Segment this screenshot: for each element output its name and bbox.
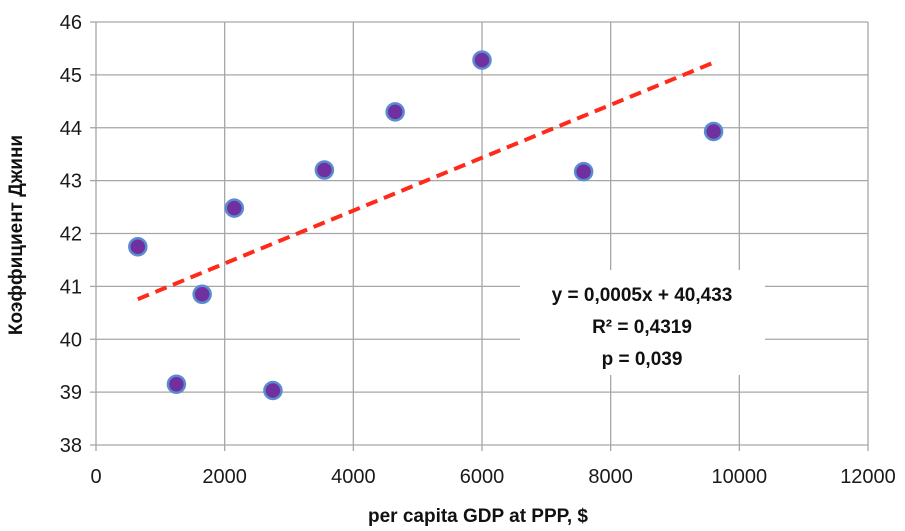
x-tick-label: 8000 xyxy=(588,466,633,488)
trendline-group xyxy=(137,60,715,302)
data-points xyxy=(128,50,724,401)
x-tick-label: 0 xyxy=(90,466,101,488)
annotation-box xyxy=(520,270,765,375)
y-tick-label: 39 xyxy=(60,382,82,404)
y-tick-label: 38 xyxy=(60,435,82,457)
y-tick-label: 40 xyxy=(60,329,82,351)
x-tick-label: 4000 xyxy=(331,466,376,488)
x-tick-label: 6000 xyxy=(460,466,505,488)
y-axis-ticks: 38 39 40 41 42 43 44 45 46 xyxy=(60,12,82,457)
y-tick-label: 45 xyxy=(60,65,82,87)
data-point xyxy=(703,121,724,142)
data-point xyxy=(192,284,212,305)
regression-annotation: y = 0,0005x + 40,433 R² = 0,4319 p = 0,0… xyxy=(520,270,765,375)
y-axis-title: Коэффициент Джини xyxy=(6,135,27,335)
p-value-label: p = 0,039 xyxy=(602,349,683,370)
y-tick-label: 46 xyxy=(60,12,82,34)
data-point xyxy=(224,198,245,218)
x-axis-ticks: 0 2000 4000 6000 8000 10000 12000 xyxy=(90,466,895,488)
x-tick-label: 10000 xyxy=(712,466,768,488)
x-axis-title: per capita GDP at PPP, $ xyxy=(368,506,588,527)
data-point xyxy=(263,380,283,401)
y-tick-label: 43 xyxy=(60,171,82,193)
data-point xyxy=(385,102,405,122)
x-tick-label: 2000 xyxy=(202,466,247,488)
data-point xyxy=(128,236,148,257)
x-tick-label: 12000 xyxy=(840,466,896,488)
regression-equation: y = 0,0005x + 40,433 xyxy=(552,285,733,306)
r-squared-label: R² = 0,4319 xyxy=(592,317,692,338)
y-tick-label: 44 xyxy=(60,118,82,140)
y-tick-label: 42 xyxy=(60,224,82,246)
gridlines xyxy=(90,21,869,451)
trendline xyxy=(137,60,715,302)
data-point xyxy=(472,50,492,70)
data-point xyxy=(166,374,187,394)
data-point xyxy=(314,160,335,180)
data-point xyxy=(573,161,594,182)
y-tick-label: 41 xyxy=(60,276,82,298)
